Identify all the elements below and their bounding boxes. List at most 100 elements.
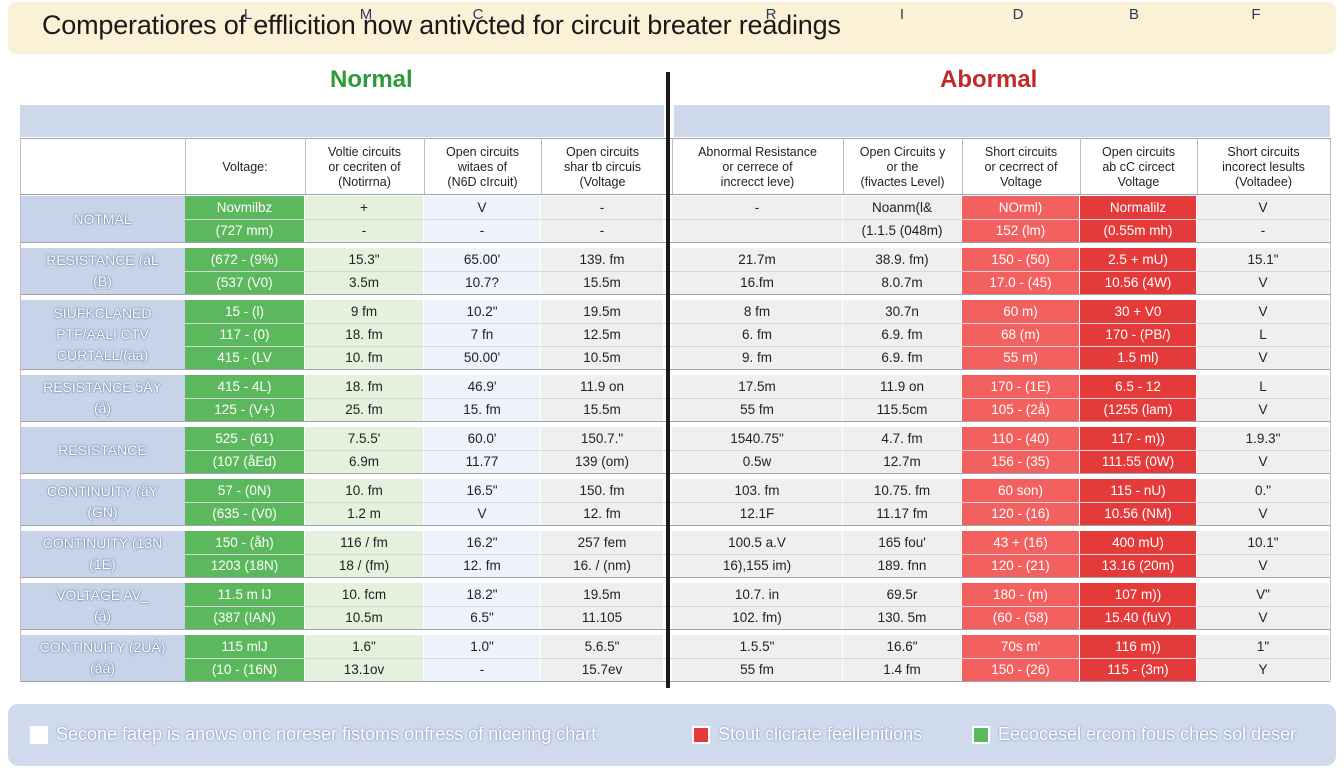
column-header: Voltie circuits or cecriten of (Notirrna… [328, 144, 401, 189]
column-letter: I [899, 6, 905, 23]
table-cell: (1.1.5 (048m) [843, 219, 961, 242]
table-cell: 7.5.5' [305, 427, 423, 450]
table-cell: 7 fn [424, 323, 540, 346]
table-cell: 4.7. fm [843, 427, 961, 450]
table-cell: 16.fm [672, 271, 842, 294]
table-cell: 25. fm [305, 398, 423, 421]
table-cell: 125 - (V+) [185, 398, 304, 421]
table-cell: (0.55m mh) [1080, 219, 1196, 242]
table-cell: 1.6" [305, 635, 423, 658]
group-label-cell [20, 248, 185, 294]
table-cell: 17.5m [672, 375, 842, 398]
table-cell: 170 - (PB/) [1080, 323, 1196, 346]
row-divider [185, 658, 1330, 659]
column-letter: B [1128, 6, 1139, 23]
table-cell: 15. fm [424, 398, 540, 421]
table-cell: 17.0 - (45) [962, 271, 1079, 294]
group-divider [20, 629, 1330, 630]
table-cell: V [1197, 300, 1329, 323]
table-cell: 6.5" [424, 606, 540, 629]
table-cell: 18. fm [305, 375, 423, 398]
table-cell: 257 fem [541, 531, 663, 554]
table-cell: L [1197, 375, 1329, 398]
letter-row-left [20, 105, 664, 137]
row-divider [185, 323, 1330, 324]
group-label: VOLTAGE AV_ (å) [56, 587, 149, 624]
table-cell: (635 - (V0) [185, 502, 304, 525]
table-cell: 102. fm) [672, 606, 842, 629]
table-cell: 6.5 - 12 [1080, 375, 1196, 398]
table-cell: V" [1197, 583, 1329, 606]
table-cell: (672 - (9%) [185, 248, 304, 271]
group-divider [20, 577, 1330, 578]
table-cell: 19.5m [541, 583, 663, 606]
table-cell: - [672, 196, 842, 219]
table-cell: NOrml) [962, 196, 1079, 219]
table-cell: 18.2" [424, 583, 540, 606]
header-bottom-line [20, 194, 1330, 195]
table-cell: 400 mU) [1080, 531, 1196, 554]
normal-section-heading: Normal [330, 66, 413, 93]
group-divider [20, 525, 1330, 526]
table-cell: 15.7ev [541, 658, 663, 681]
table-cell: 13.1ov [305, 658, 423, 681]
table-cell: 0." [1197, 479, 1329, 502]
table-cell: 10.5m [305, 606, 423, 629]
column-header: Open Circuits y or the (fivactes Level) [859, 144, 946, 189]
table-cell: 115 - nU) [1080, 479, 1196, 502]
table-cell: 60 son) [962, 479, 1079, 502]
table-cell: 46.9' [424, 375, 540, 398]
header-column-line [424, 138, 425, 194]
table-cell: V [424, 196, 540, 219]
table-cell: (727 mm) [185, 219, 304, 242]
table-cell: (10 - (16N) [185, 658, 304, 681]
table-cell: 156 - (35) [962, 450, 1079, 473]
table-right-border [1330, 138, 1331, 681]
table-cell: 15.5m [541, 271, 663, 294]
legend-green-swatch [972, 726, 990, 744]
table-cell: 15.40 (fuV) [1080, 606, 1196, 629]
row-divider [185, 219, 1330, 220]
table-cell: V [1197, 346, 1329, 369]
row-divider [185, 346, 1330, 347]
group-label-cell [20, 531, 185, 577]
table-cell: - [541, 196, 663, 219]
table-cell: 525 - (61) [185, 427, 304, 450]
table-cell: 57 - (0N) [185, 479, 304, 502]
group-label: CONTINUITY (åY (GN) [47, 483, 158, 520]
table-cell: 15.1" [1197, 248, 1329, 271]
row-divider [185, 606, 1330, 607]
table-cell: 1540.75" [672, 427, 842, 450]
table-cell: 2.5 + mU) [1080, 248, 1196, 271]
table-cell: 69.5r [843, 583, 961, 606]
table-cell: 21.7m [672, 248, 842, 271]
table-cell: V [1197, 398, 1329, 421]
table-cell: 6.9. fm [843, 323, 961, 346]
table-cell: 1.4 fm [843, 658, 961, 681]
table-cell: 10.1" [1197, 531, 1329, 554]
row-divider [185, 271, 1330, 272]
column-letter: C [472, 6, 484, 23]
group-divider [20, 242, 1330, 243]
column-letter: D [1012, 6, 1024, 23]
table-cell: (387 (IAN) [185, 606, 304, 629]
table-cell: 115 - (3m) [1080, 658, 1196, 681]
table-cell: 150. fm [541, 479, 663, 502]
table-cell: 30 + V0 [1080, 300, 1196, 323]
table-cell: Novmilbz [185, 196, 304, 219]
group-label: RESISTANCE 5ÅY (å) [43, 379, 162, 416]
table-cell: 6. fm [672, 323, 842, 346]
table-cell: - [541, 219, 663, 242]
table-cell: 16. / (nm) [541, 554, 663, 577]
table-cell: 11.17 fm [843, 502, 961, 525]
table-cell: 5.6.5" [541, 635, 663, 658]
header-column-line [305, 138, 306, 194]
row-divider [185, 554, 1330, 555]
table-cell: 180 - (m) [962, 583, 1079, 606]
table-cell: 50.00' [424, 346, 540, 369]
title-bar: Comperatiores of efflicition now antivct… [8, 2, 1336, 54]
table-cell: L [1197, 323, 1329, 346]
header-column-line [541, 138, 542, 194]
table-cell: 117 - (0) [185, 323, 304, 346]
table-cell: + [305, 196, 423, 219]
